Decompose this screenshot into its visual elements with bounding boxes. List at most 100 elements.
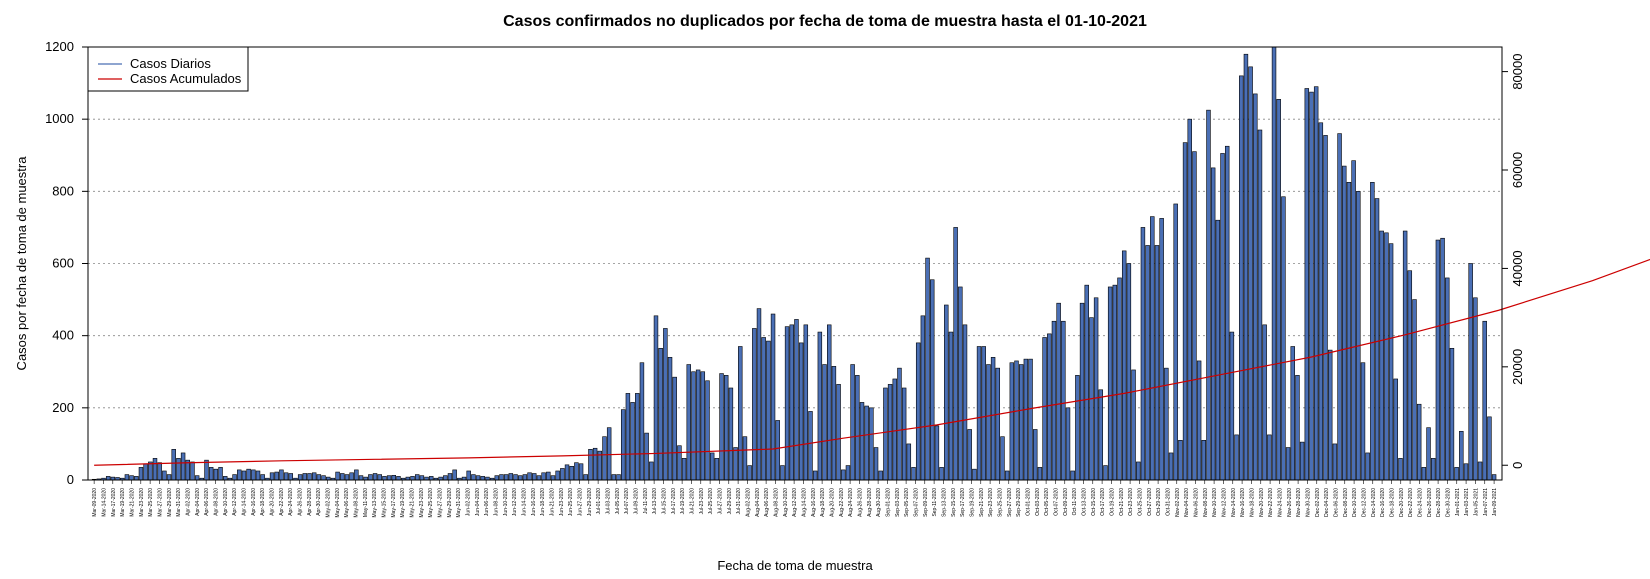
bar (602, 436, 607, 481)
bar (1159, 218, 1164, 481)
bar (396, 476, 401, 481)
x-tick-label: Sep-17-2020 (960, 488, 966, 517)
bar (592, 447, 598, 481)
x-tick-label: Aug-30-2020 (876, 488, 882, 517)
bar (157, 462, 162, 481)
bar (709, 452, 715, 481)
bar (1215, 219, 1221, 481)
x-tick-label: Jun-06-2020 (484, 488, 490, 516)
bar (241, 470, 247, 481)
bar (532, 473, 537, 481)
bar (1304, 88, 1310, 481)
bar (1477, 461, 1483, 481)
x-tick-label: May-27-2020 (437, 488, 443, 518)
x-tick-label: Dec-16-2020 (1380, 488, 1386, 517)
bar (691, 371, 696, 481)
bar (620, 409, 626, 481)
bar (723, 375, 729, 481)
legend-box (87, 46, 249, 92)
bar (1192, 151, 1197, 481)
x-tick-label: Oct-13-2020 (1081, 488, 1087, 516)
bar (443, 475, 448, 481)
bar (1299, 441, 1305, 481)
legend-label-cumulative: Casos Acumulados (130, 71, 242, 86)
bar (705, 380, 710, 481)
bar (1187, 118, 1192, 481)
bar (635, 393, 640, 481)
x-tick-label: Oct-11-2020 (1072, 488, 1078, 516)
bar (208, 467, 214, 481)
bar (129, 475, 134, 481)
bar (869, 407, 874, 481)
bar (1075, 375, 1080, 481)
bar (780, 465, 785, 481)
bar (1440, 237, 1445, 481)
bar (695, 369, 701, 481)
x-tick-label: Apr-30-2020 (316, 488, 322, 516)
bar (686, 364, 691, 481)
bar (1342, 165, 1347, 481)
bar (663, 328, 668, 481)
bar (522, 474, 528, 481)
x-tick-label: Jul-13-2020 (652, 488, 658, 515)
bar (1004, 470, 1010, 481)
x-tick-label: Apr-20-2020 (269, 488, 275, 516)
bar (124, 474, 130, 481)
x-tick-label: Oct-29-2020 (1156, 488, 1162, 516)
x-tick-label: Apr-24-2020 (288, 488, 294, 516)
x-tick-label: Oct-23-2020 (1128, 488, 1134, 516)
bar (269, 472, 275, 481)
bar (911, 467, 916, 481)
bar (372, 473, 378, 481)
x-tick-label: Jul-11-2020 (643, 488, 649, 514)
x-tick-label: Nov-26-2020 (1287, 488, 1293, 517)
x-tick-label: May-29-2020 (447, 488, 453, 518)
x-tick-label: Apr-04-2020 (195, 488, 201, 516)
bar (1000, 436, 1005, 481)
bar (452, 469, 457, 481)
bar (766, 340, 771, 481)
bar (630, 402, 635, 481)
bar (976, 346, 982, 481)
bar (1248, 66, 1253, 481)
bar (1285, 447, 1291, 481)
x-tick-label: Dec-30-2020 (1445, 488, 1451, 517)
bar (855, 375, 860, 481)
bar (906, 443, 912, 481)
bar (152, 458, 158, 481)
x-tick-label: Apr-12-2020 (232, 488, 238, 516)
bar (1131, 369, 1136, 481)
bar (1065, 407, 1071, 481)
bar (194, 475, 200, 481)
bar (1084, 284, 1089, 481)
bar (134, 476, 139, 481)
bar (1210, 167, 1216, 481)
x-tick-label: May-31-2020 (456, 488, 462, 518)
bar (1018, 364, 1024, 481)
bar (892, 378, 897, 481)
bar (930, 279, 935, 481)
bar (1473, 297, 1478, 481)
x-tick-label: Jul-05-2020 (615, 488, 621, 515)
bar (789, 324, 794, 481)
y2-tick-label: 0 (1510, 462, 1525, 469)
x-tick-label: Jul-23-2020 (699, 488, 705, 515)
bar (1370, 182, 1375, 481)
x-tick-label: Sep-23-2020 (988, 488, 994, 517)
y2-tick-label: 20000 (1510, 349, 1525, 385)
x-tick-label: Aug-10-2020 (783, 488, 789, 517)
y-axis-left: 0 200 400 600 800 1000 1200 (45, 39, 88, 487)
bar (1136, 461, 1141, 481)
bar (162, 470, 167, 481)
bar (742, 436, 748, 481)
x-tick-label: Sep-05-2020 (904, 488, 910, 517)
x-tick-label: Nov-02-2020 (1175, 488, 1181, 517)
bar (386, 475, 392, 481)
bar (1262, 324, 1267, 481)
bar (335, 471, 340, 481)
bar (1253, 93, 1258, 481)
x-tick-label: Oct-15-2020 (1091, 488, 1097, 516)
bar (1318, 122, 1324, 481)
x-tick-label: Jun-21-2020 (549, 488, 555, 516)
bar (143, 463, 148, 481)
